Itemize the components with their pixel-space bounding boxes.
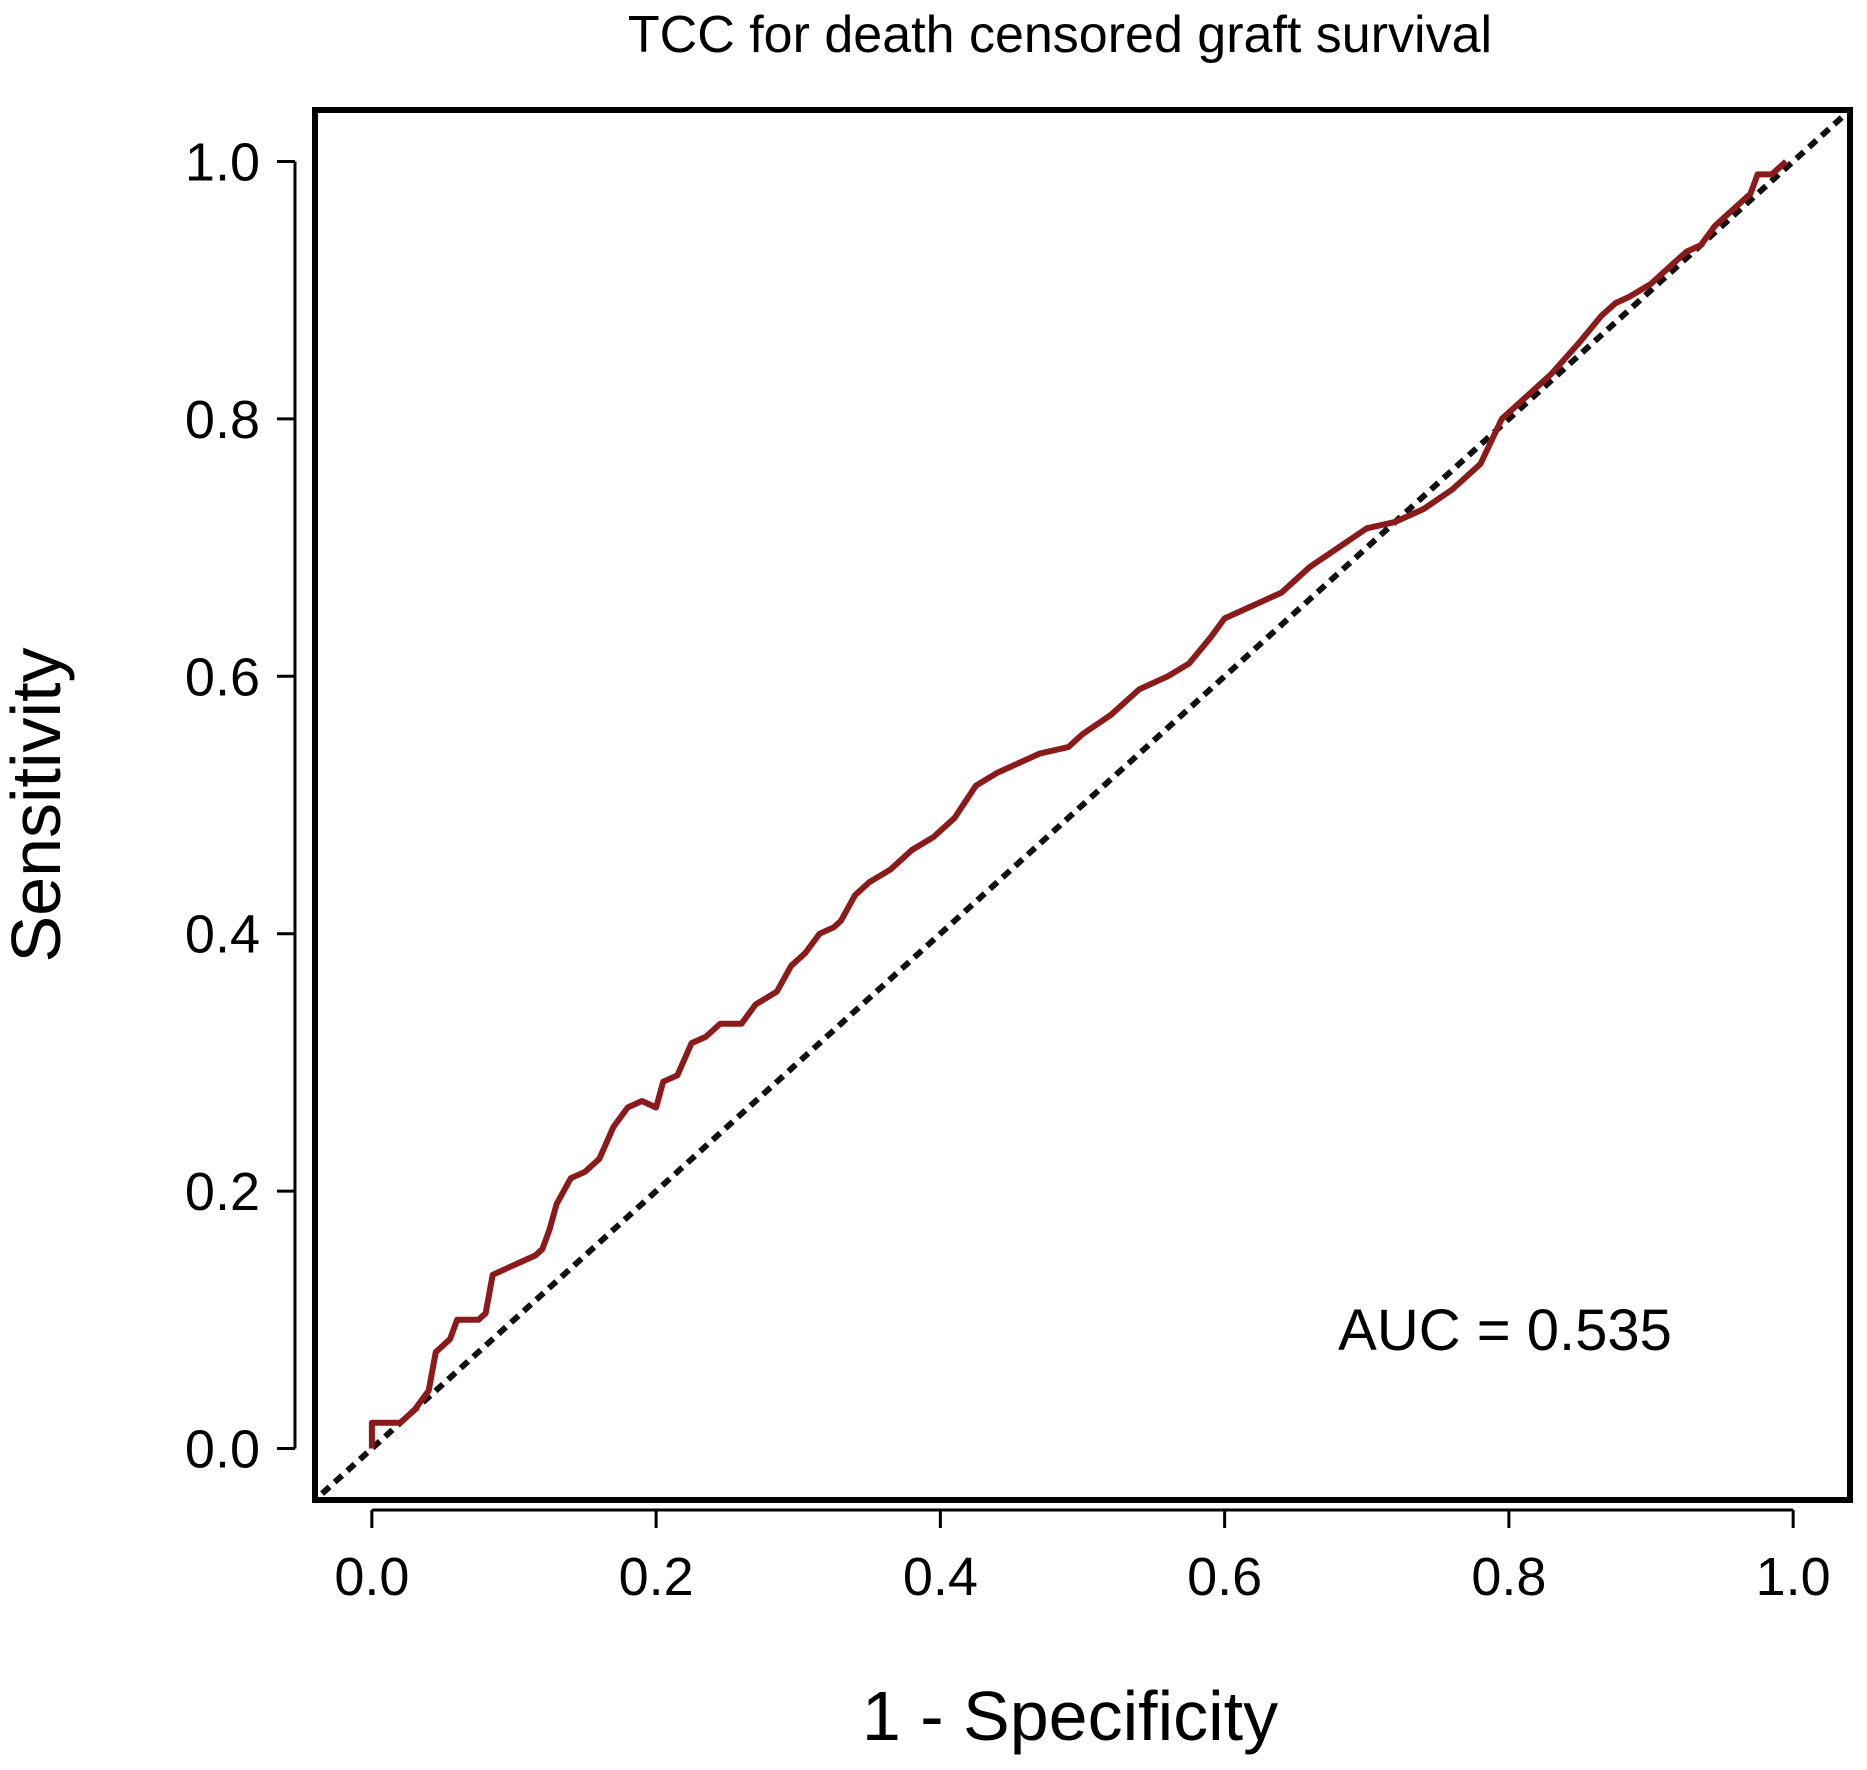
y-axis: 0.0 0.2 0.4 0.6 0.8 1.0 [185, 132, 297, 1480]
x-tick-label: 0.2 [619, 1547, 694, 1607]
x-axis: 0.0 0.2 0.4 0.6 0.8 1.0 [334, 1508, 1831, 1607]
auc-annotation: AUC = 0.535 [1338, 1298, 1672, 1363]
reference-diagonal-line [320, 110, 1850, 1496]
x-tick-label: 0.8 [1471, 1547, 1546, 1607]
y-tick-label: 0.0 [185, 1420, 260, 1480]
y-tick-label: 0.4 [185, 905, 260, 965]
plot-frame [312, 107, 1853, 1503]
y-tick-label: 0.8 [185, 390, 260, 450]
y-tick-label: 0.6 [185, 647, 260, 707]
y-axis-label: Sensitivity [0, 647, 75, 962]
x-axis-label: 1 - Specificity [862, 1677, 1278, 1755]
plot-area [320, 110, 1850, 1496]
y-tick-label: 0.2 [185, 1162, 260, 1222]
roc-curve-line [368, 159, 1789, 1449]
y-tick-label: 1.0 [185, 132, 260, 192]
x-tick-label: 1.0 [1756, 1547, 1831, 1607]
chart-title: TCC for death censored graft survival [628, 6, 1492, 64]
x-tick-label: 0.4 [903, 1547, 978, 1607]
x-tick-label: 0.0 [334, 1547, 409, 1607]
x-tick-label: 0.6 [1187, 1547, 1262, 1607]
